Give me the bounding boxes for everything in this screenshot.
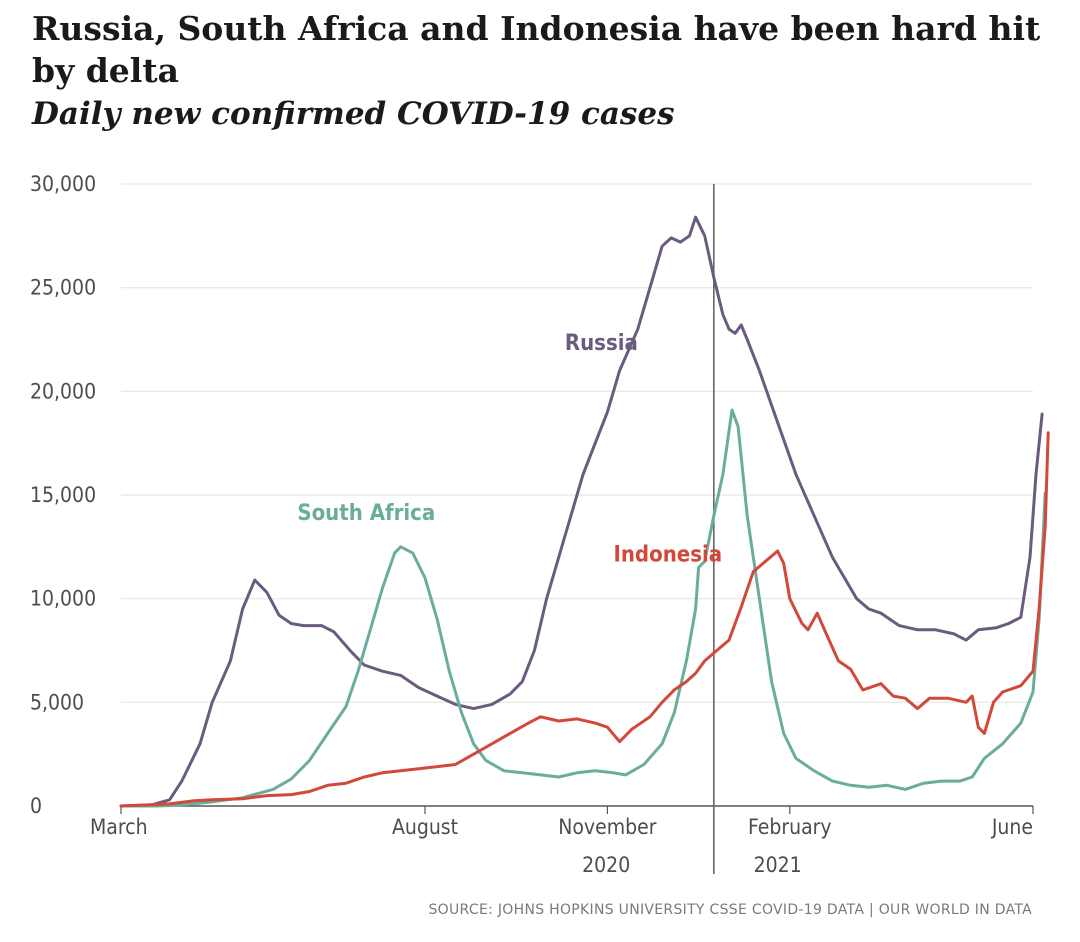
y-tick-label: 0 [30, 794, 42, 818]
series-group [119, 215, 1050, 808]
series-line-indonesia [119, 431, 1050, 808]
x-tick-label: June [991, 815, 1033, 839]
year-label: 2020 [582, 853, 630, 877]
x-axis: March August November February June 2020 2021 [90, 184, 1034, 877]
series-line-south-africa [119, 408, 1047, 808]
y-tick-label: 10,000 [30, 587, 96, 611]
y-tick-label: 5,000 [30, 690, 84, 714]
series-label-south-africa: South Africa [297, 501, 435, 526]
source-note: SOURCE: JOHNS HOPKINS UNIVERSITY CSSE CO… [428, 902, 1032, 918]
series-line-russia [119, 215, 1044, 808]
x-tick-label: November [558, 815, 657, 839]
x-tick-label: August [392, 815, 458, 839]
y-axis: 0 5,000 10,000 15,000 20,000 25,000 30,000 [30, 172, 96, 818]
y-tick-label: 20,000 [30, 379, 96, 403]
year-label: 2021 [754, 853, 802, 877]
y-tick-label: 15,000 [30, 483, 96, 507]
series-label-indonesia: Indonesia [613, 542, 722, 567]
chart-subtitle: Daily new confirmed COVID-19 cases [32, 96, 675, 132]
x-tick-label: March [90, 815, 148, 839]
grid-lines [121, 183, 1033, 703]
y-tick-label: 30,000 [30, 172, 96, 196]
x-tick-label: February [748, 815, 832, 839]
series-labels: Russia South Africa Indonesia [297, 331, 722, 567]
chart-title: Russia, South Africa and Indonesia have … [32, 9, 1041, 90]
series-label-russia: Russia [565, 331, 638, 356]
y-tick-label: 25,000 [30, 276, 96, 300]
